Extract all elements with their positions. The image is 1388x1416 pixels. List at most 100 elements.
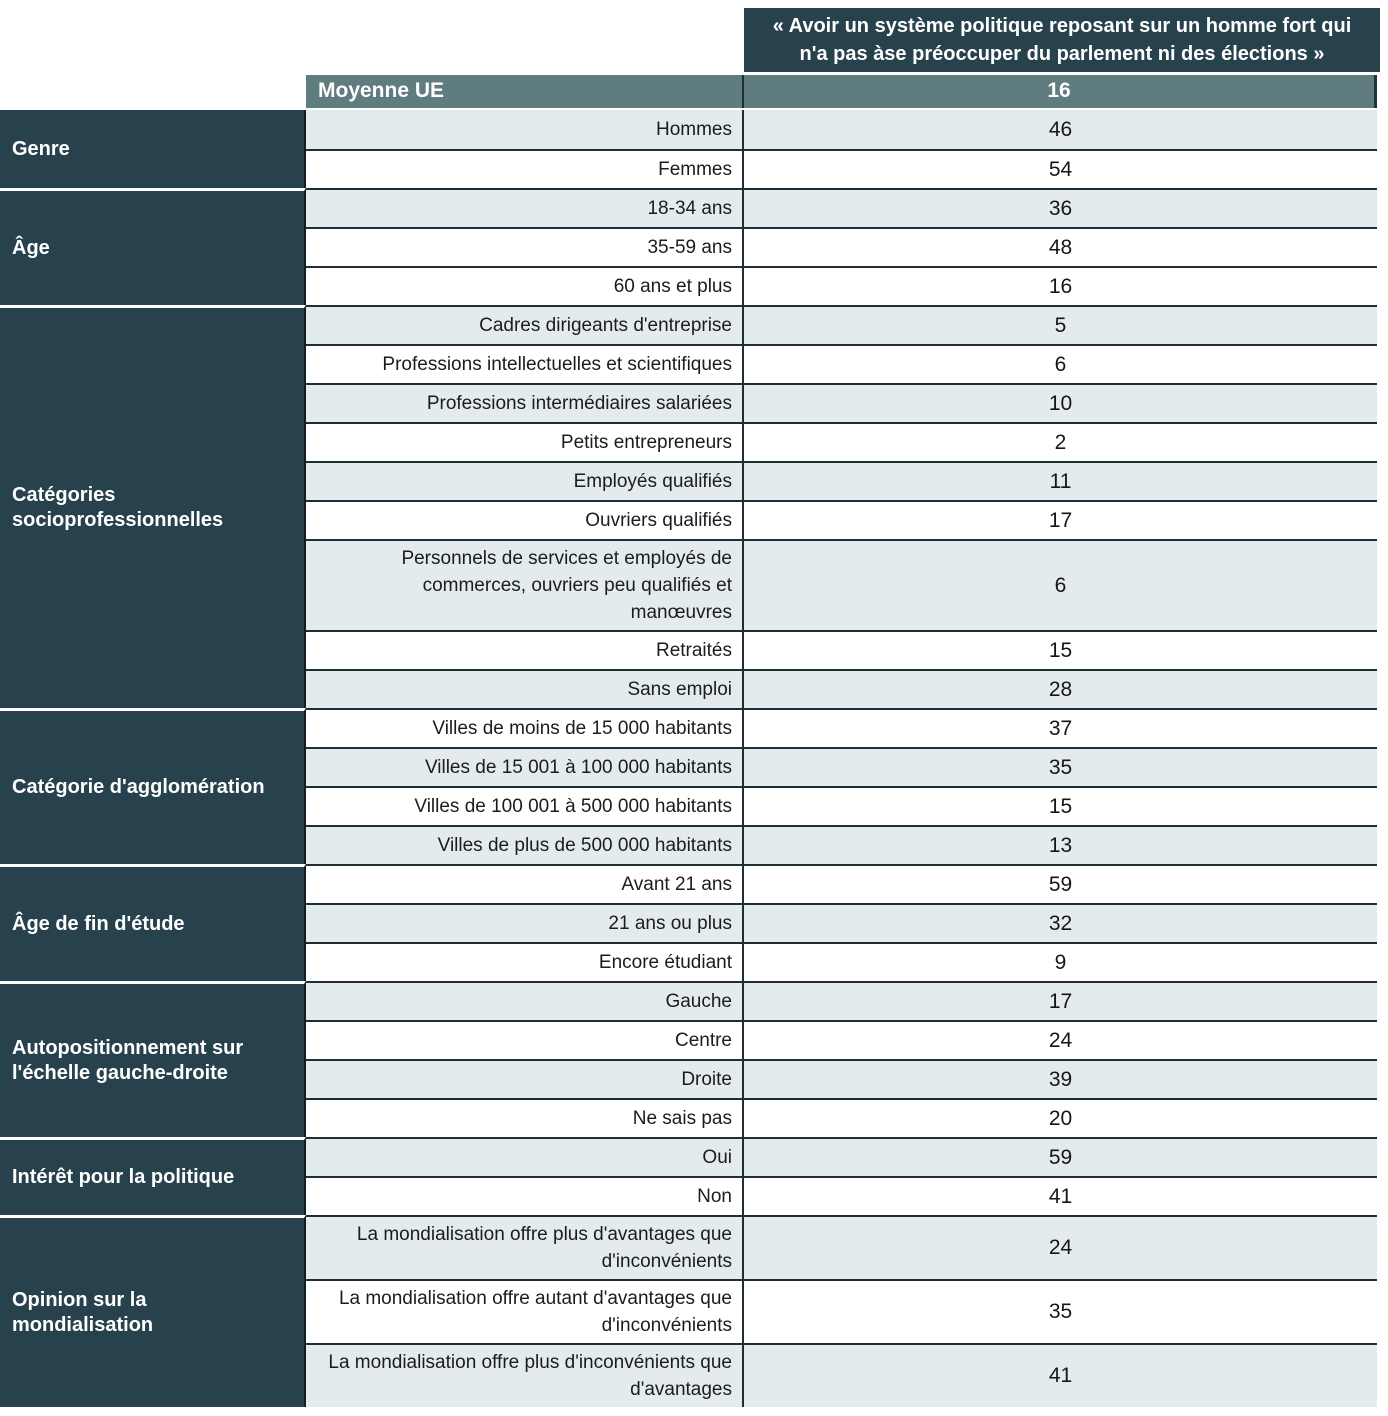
group-rows: Avant 21 ans 59 21 ans ou plus 32 Encore étu… [306,864,1377,981]
group-rows: Villes de moins de 15 000 habitants 37 Vil… [306,708,1377,864]
table-row: Gauche 17 [306,981,1377,1020]
row-label: Centre [306,1022,744,1059]
table-row: La mondialisation offre plus d'avantages… [306,1215,1377,1279]
row-label: Cadres dirigeants d'entreprise [306,307,744,344]
row-value: 16 [1048,274,1073,298]
row-value: 24 [1048,1028,1073,1052]
category-group: Âge de fin d'étude Avant 21 ans 59 21 ans o… [0,864,1377,981]
table-row: 35-59 ans 48 [306,227,1377,266]
row-label: Professions intermédiaires salariées [306,385,744,422]
row-value: 17 [1048,989,1073,1013]
table-row: Employés qualifiés 11 [306,461,1377,500]
row-value: 6 [1054,352,1067,376]
table-header: « Avoir un système politique reposant su… [0,8,1388,72]
row-value: 35 [1048,755,1073,779]
table-row: Retraités 15 [306,630,1377,669]
row-label: Gauche [306,983,744,1020]
row-value: 35 [1048,1300,1073,1323]
row-value: 24 [1048,1236,1073,1259]
row-label: La mondialisation offre autant d'avantag… [306,1281,744,1343]
table-row: Ouvriers qualifiés 17 [306,500,1377,539]
row-label: Avant 21 ans [306,866,744,903]
table-row: Oui 59 [306,1137,1377,1176]
group-rows: Hommes 46 Femmes 54 [306,110,1377,188]
table-row: La mondialisation offre autant d'avantag… [306,1279,1377,1343]
group-label: Intérêt pour la politique [0,1137,306,1215]
table-row: Non 41 [306,1176,1377,1215]
row-label: Droite [306,1061,744,1098]
group-label: Âge [0,188,306,305]
eu-average-label: Moyenne UE [306,75,744,108]
table-row: Professions intermédiaires salariées 10 [306,383,1377,422]
row-label: Professions intellectuelles et scientifi… [306,346,744,383]
row-label: 60 ans et plus [306,268,744,305]
table-row: La mondialisation offre plus d'inconvéni… [306,1343,1377,1407]
row-value: 9 [1054,950,1067,974]
row-label: Oui [306,1139,744,1176]
category-group: Genre Hommes 46 Femmes 54 [0,110,1377,188]
row-label: Encore étudiant [306,944,744,981]
row-value: 2 [1054,430,1067,454]
question-header-cell: « Avoir un système politique reposant su… [744,8,1380,72]
row-value: 28 [1048,677,1073,701]
row-label: Villes de 100 001 à 500 000 habitants [306,788,744,825]
group-label: Autopositionnement sur l'échelle gauche-… [0,981,306,1137]
row-label: Retraités [306,632,744,669]
row-value: 11 [1049,469,1072,493]
table-row: Centre 24 [306,1020,1377,1059]
table-row: Ne sais pas 20 [306,1098,1377,1137]
group-label: Catégorie d'agglomération [0,708,306,864]
row-label: Sans emploi [306,671,744,708]
category-group: Autopositionnement sur l'échelle gauche-… [0,981,1377,1137]
row-value: 5 [1054,313,1067,337]
row-value: 59 [1048,872,1073,896]
group-rows: La mondialisation offre plus d'avantages… [306,1215,1377,1407]
row-value: 15 [1048,638,1073,662]
category-group: Catégorie d'agglomération Villes de moins… [0,708,1377,864]
table-row: Hommes 46 [306,110,1377,149]
group-rows: Oui 59 Non 41 [306,1137,1377,1215]
table-row: Villes de 15 001 à 100 000 habitants 35 [306,747,1377,786]
row-label: Non [306,1178,744,1215]
category-group: Catégories socioprofessionnelles Cadres d… [0,305,1377,708]
question-text: « Avoir un système politique reposant su… [772,15,1352,65]
row-value: 15 [1048,794,1073,818]
eu-average-row: Moyenne UE 16 [306,75,1377,108]
row-value: 41 [1048,1184,1073,1208]
table-row: 18-34 ans 36 [306,188,1377,227]
table-row: Villes de plus de 500 000 habitants 13 [306,825,1377,864]
row-value: 41 [1048,1364,1073,1387]
row-value: 17 [1048,508,1073,532]
row-label: Villes de 15 001 à 100 000 habitants [306,749,744,786]
category-group: Âge 18-34 ans 36 35-59 ans 48 60 ans et plus 1… [0,188,1377,305]
row-value: 20 [1048,1106,1073,1130]
category-group: Opinion sur la mondialisation La mondiali… [0,1215,1377,1407]
group-rows: 18-34 ans 36 35-59 ans 48 60 ans et plus 16 [306,188,1377,305]
row-label: Hommes [306,110,744,149]
table-row: Professions intellectuelles et scientifi… [306,344,1377,383]
row-value: 10 [1048,391,1073,415]
row-label: 21 ans ou plus [306,905,744,942]
group-rows: Cadres dirigeants d'entreprise 5 Professio… [306,305,1377,708]
table-row: 21 ans ou plus 32 [306,903,1377,942]
row-value: 37 [1048,716,1073,740]
row-value: 13 [1048,833,1073,857]
table-row: Avant 21 ans 59 [306,864,1377,903]
group-label: Catégories socioprofessionnelles [0,305,306,708]
row-value: 48 [1048,235,1073,259]
row-value: 32 [1048,911,1073,935]
group-label: Opinion sur la mondialisation [0,1215,306,1407]
category-group: Intérêt pour la politique Oui 59 Non 41 [0,1137,1377,1215]
row-value: 39 [1048,1067,1073,1091]
row-value: 6 [1054,573,1067,597]
group-label: Âge de fin d'étude [0,864,306,981]
row-value: 46 [1048,117,1073,141]
group-rows: Gauche 17 Centre 24 Droite 39 Ne sais pas 20 [306,981,1377,1137]
row-label: 35-59 ans [306,229,744,266]
group-label: Genre [0,110,306,188]
row-label: Ouvriers qualifiés [306,502,744,539]
row-value: 59 [1048,1145,1073,1169]
row-label: Villes de plus de 500 000 habitants [306,827,744,864]
table-row: Sans emploi 28 [306,669,1377,708]
breakdown-table: Genre Hommes 46 Femmes 54 Âge 18-34 ans 36 35-59… [0,110,1377,1407]
